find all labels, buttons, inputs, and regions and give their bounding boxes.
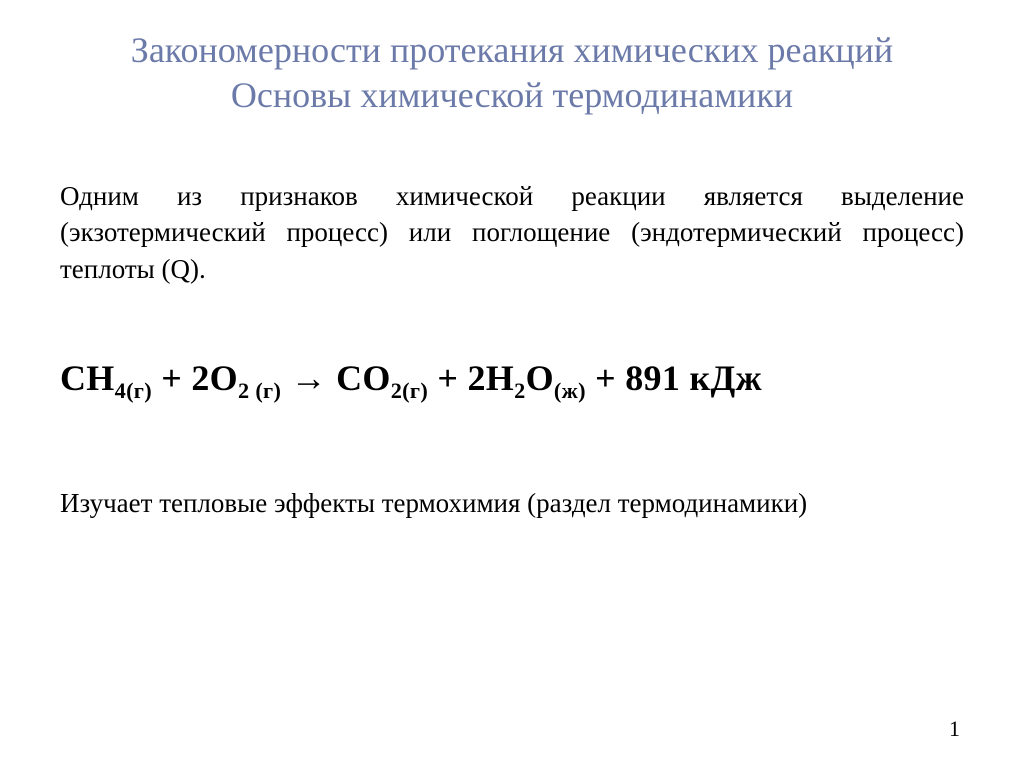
title-line-1: Закономерности протекания химических реа…	[131, 30, 893, 70]
eq-arrow: → СО	[281, 358, 391, 398]
eq-p2-txt: О	[526, 358, 554, 398]
eq-r2-sub: 2 (г)	[238, 379, 281, 404]
page-number: 1	[949, 716, 960, 742]
intro-paragraph: Одним из признаков химической реакции яв…	[60, 178, 964, 287]
reaction-equation: СН4(г) + 2О2 (г) → СО2(г) + 2Н2О(ж) + 89…	[60, 357, 964, 404]
eq-reactant1: СН	[60, 358, 115, 398]
closing-paragraph: Изучает тепловые эффекты термохимия (раз…	[60, 485, 964, 521]
eq-p2-sub2: (ж)	[554, 379, 586, 404]
slide-title: Закономерности протекания химических реа…	[60, 28, 964, 118]
title-line-2: Основы химической термодинамики	[231, 75, 793, 115]
eq-p1-sub: 2(г)	[391, 379, 428, 404]
eq-r1-sub: 4(г)	[115, 379, 152, 404]
eq-tail: + 891 кДж	[586, 358, 762, 398]
eq-p2-sub: 2	[514, 379, 525, 404]
eq-plus2: + 2Н	[428, 358, 514, 398]
slide: Закономерности протекания химических реа…	[0, 0, 1024, 768]
eq-plus1: + 2О	[152, 358, 238, 398]
